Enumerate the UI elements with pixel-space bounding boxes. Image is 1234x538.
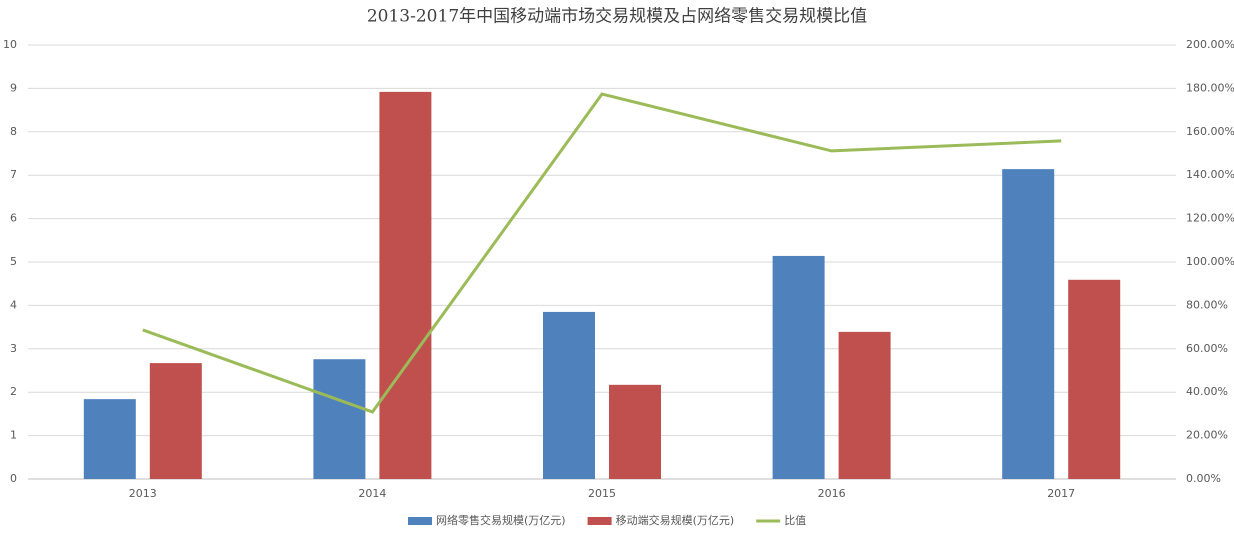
bar — [83, 399, 136, 479]
bar — [149, 363, 202, 479]
bar — [379, 91, 432, 479]
y-tick-label: 7 — [10, 168, 17, 181]
line — [142, 92, 1062, 414]
y2-tick-label: 100.00% — [1186, 255, 1234, 268]
bar — [313, 359, 366, 479]
legend-label: 移动端交易规模(万亿元) — [616, 513, 735, 527]
bar — [838, 331, 891, 479]
y-tick-label: 1 — [10, 429, 17, 442]
y2-tick-label: 160.00% — [1186, 125, 1234, 138]
y2-tick-label: 0.00% — [1186, 472, 1221, 485]
y-tick-label: 0 — [10, 472, 17, 485]
y2-tick-label: 60.00% — [1186, 342, 1228, 355]
y2-tick-label: 180.00% — [1186, 81, 1234, 94]
x-tick-label: 2014 — [358, 487, 386, 500]
y2-tick-label: 20.00% — [1186, 429, 1228, 442]
y-tick-label: 4 — [10, 298, 17, 311]
bar — [772, 255, 825, 479]
chart-title: 2013-2017年中国移动端市场交易规模及占网络零售交易规模比值 — [367, 7, 867, 27]
legend-label: 比值 — [784, 514, 806, 527]
bar — [609, 384, 661, 479]
y2-tick-label: 200.00% — [1186, 38, 1234, 51]
y-tick-label: 6 — [10, 212, 17, 225]
x-tick-label: 2017 — [1047, 487, 1075, 500]
legend-swatch — [408, 517, 432, 525]
y-tick-label: 10 — [3, 38, 17, 51]
legend-label: 网络零售交易规模(万亿元) — [436, 513, 566, 527]
y-tick-label: 8 — [10, 125, 17, 138]
y2-tick-label: 80.00% — [1186, 298, 1228, 311]
bar — [543, 311, 595, 479]
y-tick-label: 9 — [10, 81, 17, 94]
y-tick-label: 2 — [10, 385, 17, 398]
bar — [1068, 279, 1121, 479]
x-tick-label: 2015 — [588, 487, 616, 500]
y-tick-label: 5 — [10, 255, 17, 268]
x-tick-label: 2013 — [129, 487, 157, 500]
y2-tick-label: 140.00% — [1186, 168, 1234, 181]
y-tick-label: 3 — [10, 342, 17, 355]
bar — [1002, 169, 1055, 479]
x-tick-label: 2016 — [818, 487, 846, 500]
y2-tick-label: 40.00% — [1186, 385, 1228, 398]
legend-swatch — [587, 517, 612, 525]
y2-tick-label: 120.00% — [1186, 212, 1234, 225]
